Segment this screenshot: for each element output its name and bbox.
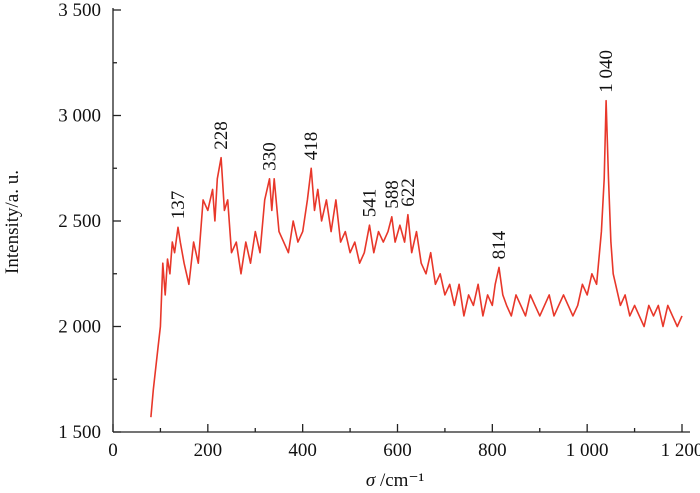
y-tick-label: 2 000: [58, 317, 101, 338]
y-tick-label: 2 500: [58, 211, 101, 232]
spectrum-line: [150, 99, 683, 418]
y-axis-title: Intensity/a. u.: [2, 170, 23, 274]
x-axis-title: σ /cm⁻¹: [366, 470, 425, 491]
x-tick-label: 0: [108, 440, 118, 461]
peak-label: 330: [260, 142, 281, 171]
x-tick-label: 600: [383, 440, 412, 461]
peak-label: 622: [398, 178, 419, 207]
axes: 0 200 400 600 800 1 000 1 200 1 500 2 000 2 500 3 …: [58, 0, 700, 461]
peak-label: 137: [168, 191, 189, 220]
y-tick-label: 3 000: [58, 106, 101, 127]
x-tick-label: 800: [478, 440, 507, 461]
y-tick-label: 3 500: [58, 0, 101, 21]
y-tick-label: 1 500: [58, 422, 101, 443]
peak-label: 1 040: [596, 50, 617, 93]
peak-label: 228: [211, 121, 232, 150]
x-tick-label: 200: [194, 440, 223, 461]
peak-label: 418: [301, 132, 322, 161]
peak-label: 541: [360, 189, 381, 218]
series-layer: [150, 99, 683, 418]
peak-label: 588: [382, 180, 403, 209]
x-tick-label: 1 200: [661, 440, 700, 461]
x-axis-symbol: σ: [366, 470, 376, 491]
x-tick-label: 400: [288, 440, 317, 461]
x-axis-unit: /cm⁻¹: [375, 470, 424, 491]
x-tick-label: 1 000: [566, 440, 609, 461]
peak-label: 814: [489, 230, 510, 259]
